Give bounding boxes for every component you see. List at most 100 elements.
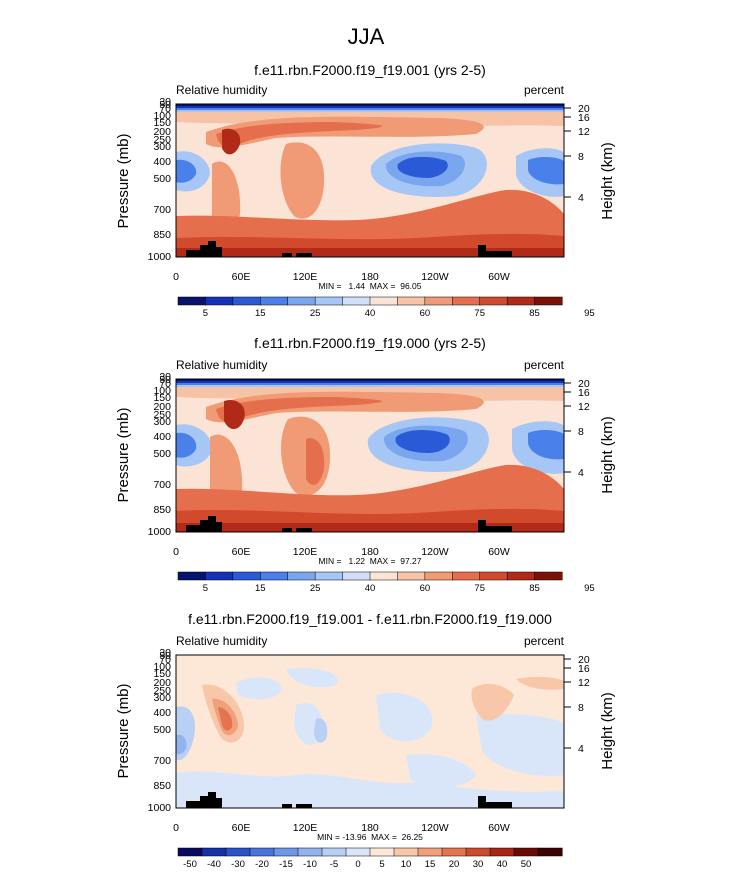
panel-3-y-tick-label: 150 [153, 668, 171, 680]
panel-3-colorbar-swatch [465, 847, 491, 857]
panel-3-y-tick-label: 400 [153, 707, 171, 719]
panel-2-terrain-block-8 [486, 526, 512, 532]
panel-3-terrain-block-8 [486, 802, 512, 808]
panel-1-y-tick-label: 30 [159, 96, 171, 108]
panel-1-y-tick-label: 250 [153, 134, 171, 146]
panel-1-terrain-block-4 [216, 247, 222, 257]
panel-1-y-tick-label: 850 [153, 229, 171, 241]
panel-1-x-tick-label: 120E [293, 271, 318, 283]
panel-1-y-tick-label: 1000 [148, 251, 172, 263]
panel-3-y2label: Height (km) [599, 692, 616, 770]
panel-3-y2-axis: 4 8 12 16 20 [564, 654, 590, 755]
panel-2-colorbar-label: 75 [474, 583, 485, 594]
panel-3-y-tick-label: 700 [153, 755, 171, 767]
panel-1-y-tick-label: 200 [153, 126, 171, 138]
panel-1-colorbar-label: 95 [584, 308, 595, 319]
panel-2-terrain-block-6 [296, 528, 312, 532]
panel-2-y2-axis: 4 8 12 16 20 [564, 378, 590, 479]
panel-1-terrain-block-1 [186, 250, 206, 257]
panel-3-colorbar-swatch [177, 847, 203, 857]
panel-3-stats: MIN = -13.96 MAX = 26.25 [317, 832, 423, 842]
panel-2-strat-band-2 [176, 381, 564, 383]
panel-1-terrain-block-5 [282, 253, 292, 257]
panel-3-y-tick-label: 70 [159, 654, 171, 666]
panel-2-y2-tick-label: 16 [578, 387, 590, 399]
panel-3-neg-upper-b [286, 667, 338, 688]
panel-1-x-tick-label: 60W [488, 271, 510, 283]
panel-3-terrain-block-4 [216, 798, 222, 808]
panel-1-terrain-block-6 [296, 253, 312, 257]
panel-3-terrain-block-7 [478, 796, 486, 808]
panel-1-colorbar-swatch [342, 296, 371, 306]
panel-2-colorbar-swatch [205, 571, 234, 581]
panel-2-red-surface [176, 523, 564, 532]
panel-1-x-axis: 0 60E 120E 180 120W 60W [173, 271, 510, 283]
panel-3-colorbar-label: -50 [183, 859, 197, 870]
panel-2-blue-core-west [176, 432, 197, 458]
panel-3-colorbar-swatch [441, 847, 467, 857]
panel-3-y-axis: 1000 850 700 500 400 300 250 200 150 100… [148, 647, 172, 814]
panel-3-y-tick-label: 100 [153, 661, 171, 673]
panel-3-neg-mid-c [406, 753, 476, 788]
panel-1-x-tick-label: 180 [361, 271, 379, 283]
panel-2-colorbar-swatch [369, 571, 398, 581]
panel-1-left-label: Relative humidity [176, 83, 267, 97]
panel-2-left-label: Relative humidity [176, 358, 267, 372]
panel-3-right-label: percent [524, 634, 565, 648]
panel-3-neg-upper-a [236, 677, 282, 700]
panel-1-right-label: percent [524, 83, 565, 97]
panel-2-colorbar-label: 60 [420, 583, 431, 594]
panel-1-colorbar-swatch [314, 296, 344, 306]
panel-1: f.e11.rbn.F2000.f19_f19.001 (yrs 2-5) Re… [115, 62, 616, 319]
panel-2-strat-band-3 [176, 383, 564, 385]
panel-2-colorbar-swatch [452, 571, 481, 581]
panel-1-y2-tick-label: 16 [578, 112, 590, 124]
panel-1-y-tick-label: 50 [159, 99, 171, 111]
panel-3: f.e11.rbn.F2000.f19_f19.001 - f.e11.rbn.… [115, 611, 616, 870]
panel-2-colorbar-swatch [479, 571, 508, 581]
panel-2-colorbar-swatch [342, 571, 371, 581]
panel-1-colorbar-swatch [260, 296, 289, 306]
panel-2-terrain-block-3 [208, 516, 216, 532]
panel-3-colorbar-swatch [225, 847, 251, 857]
panel-3-colorbar-swatch [417, 847, 443, 857]
panel-3-x-tick-label: 180 [361, 822, 379, 834]
panel-3-x-tick-label: 0 [173, 822, 179, 834]
panel-1-terrain-block-2 [200, 245, 210, 257]
panel-3-colorbar-label: 15 [425, 859, 436, 870]
panel-1-strat-band-2 [176, 106, 564, 108]
panel-3-neg-west-core [176, 734, 187, 755]
panel-3-frame [175, 654, 565, 809]
panel-3-colorbar-swatch [321, 847, 347, 857]
panel-2-colorbar-swatch [287, 571, 316, 581]
panel-3-colorbar-swatch [345, 847, 371, 857]
panel-3-terrain-block-1 [186, 801, 206, 808]
panel-3-y2-tick-label: 12 [578, 677, 590, 689]
panel-2-y2-tick-label: 4 [578, 467, 584, 479]
panel-1-y-axis: 1000 850 700 500 400 300 250 200 150 100… [148, 96, 172, 263]
panel-1-colorbar-label: 5 [203, 308, 208, 319]
panel-1-colorbar-swatch [479, 296, 508, 306]
panel-1-y2-tick-label: 20 [578, 103, 590, 115]
panel-2-y-tick-label: 150 [153, 392, 171, 404]
panel-2-x-axis: 0 60E 120E 180 120W 60W [173, 546, 510, 558]
panel-1-colorbar-label: 85 [529, 308, 540, 319]
panel-3-pos-upper-east [516, 676, 564, 690]
panel-1-colorbar-swatch [397, 296, 426, 306]
panel-3-x-tick-label: 60E [232, 822, 251, 834]
panel-1-colorbar-swatch [534, 296, 563, 306]
panel-2-y-tick-label: 100 [153, 385, 171, 397]
panel-2-y2-tick-label: 20 [578, 378, 590, 390]
panel-3-left-label: Relative humidity [176, 634, 267, 648]
panel-1-y-tick-label: 70 [159, 103, 171, 115]
panel-2-y-tick-label: 700 [153, 479, 171, 491]
panel-1-x-tick-label: 0 [173, 271, 179, 283]
panel-2-colorbar-swatch [232, 571, 261, 581]
panel-3-colorbar-label: 20 [449, 859, 460, 870]
panel-1-colorbar-swatch [369, 296, 398, 306]
panel-3-y2-tick-label: 16 [578, 663, 590, 675]
panel-1-frame [175, 103, 565, 258]
panel-1-colorbar-swatch [452, 296, 481, 306]
panel-3-pos-hotspot-core [218, 707, 233, 731]
panel-3-y-tick-label: 50 [159, 650, 171, 662]
